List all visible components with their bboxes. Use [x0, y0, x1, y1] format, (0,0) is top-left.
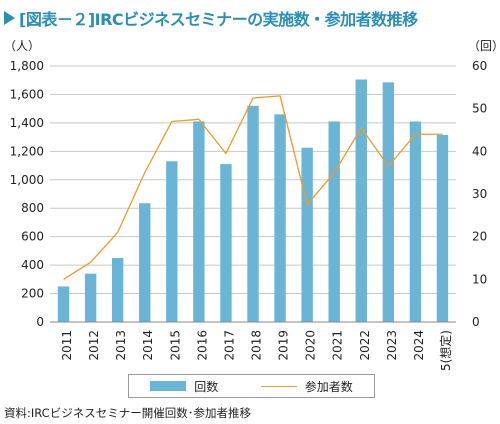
- bar-2018: [247, 105, 259, 322]
- legend-bar-swatch: [150, 381, 187, 391]
- bar-2014: [139, 203, 151, 322]
- bar-2022: [355, 79, 367, 322]
- x-tick-label: 2020: [304, 330, 318, 361]
- bar-2024: [409, 121, 422, 322]
- y-left-tick-label: 800: [21, 201, 44, 215]
- x-tick-label: 2014: [141, 330, 155, 361]
- bar-2011: [57, 286, 70, 322]
- y-left-tick-label: 1,800: [10, 59, 44, 73]
- x-tick-label: 2018: [250, 330, 264, 361]
- x-tick-label: 2011: [60, 330, 74, 361]
- source-note: 資料:IRCビジネスセミナー開催回数･参加者推移: [4, 406, 251, 420]
- y-right-tick-label: 50: [472, 102, 487, 116]
- legend-bar-label: 回数: [194, 379, 219, 394]
- bar-2017: [220, 164, 232, 322]
- y-left-tick-label: 1,400: [10, 116, 44, 130]
- x-tick-label: 2013: [114, 330, 128, 361]
- y-right-tick-label: 40: [472, 144, 487, 158]
- y-left-tick-label: 400: [21, 258, 44, 272]
- legend-line-label: 参加者数: [304, 379, 353, 394]
- bar-2020: [301, 147, 313, 322]
- y-right-tick-label: 60: [472, 59, 487, 73]
- x-tick-label: 2012: [87, 330, 101, 361]
- chart-title-text: [図表－２]IRCビジネスセミナーの実施数・参加者数推移: [19, 10, 418, 29]
- bar-2016: [193, 121, 205, 322]
- y-left-tick-label: 1,000: [10, 173, 44, 187]
- chart-area: 0 200 400 600 800 1,000 1,200 1,400 1,600 1,800 0 1…: [4, 39, 500, 372]
- y-right-tick-label: 0: [472, 315, 480, 329]
- bar-2019: [274, 114, 286, 322]
- x-tick-label: 2021: [331, 330, 345, 361]
- bar-2013: [111, 258, 124, 322]
- x-tick-label: 2015: [168, 330, 182, 361]
- participants-line: [63, 95, 443, 280]
- legend-item-bar: 回数: [150, 378, 218, 395]
- bar-2021: [328, 121, 340, 322]
- x-tick-label: 2024: [412, 330, 426, 361]
- legend-line-swatch: [260, 385, 297, 387]
- legend-item-line: 参加者数: [260, 378, 353, 395]
- y-left-tick-label: 1,200: [10, 144, 44, 158]
- title-triangle-icon: [4, 11, 15, 25]
- x-tick-label: 2016: [195, 330, 209, 361]
- bar-2015: [166, 161, 178, 322]
- y-right-tick-label: 30: [472, 187, 487, 201]
- y-left-axis-label: （人）: [4, 39, 40, 53]
- chart-title: [図表－２]IRCビジネスセミナーの実施数・参加者数推移: [4, 6, 418, 30]
- chart-legend: 回数 参加者数: [128, 374, 375, 398]
- y-left-tick-label: 600: [21, 230, 44, 244]
- bar-2023: [382, 82, 395, 322]
- bar-2025(想定): [436, 134, 449, 322]
- x-tick-label: 2022: [358, 330, 372, 361]
- x-tick-label: 2017: [222, 330, 236, 361]
- y-left-tick-label: 0: [36, 315, 44, 329]
- y-right-tick-label: 10: [472, 272, 487, 286]
- x-tick-label: 2019: [277, 330, 291, 361]
- y-right-tick-label: 20: [472, 230, 487, 244]
- y-left-tick-label: 200: [21, 287, 44, 301]
- bar-2012: [84, 273, 97, 322]
- y-right-axis-label: （回）: [468, 39, 500, 53]
- x-tick-label: 2025(想定): [438, 330, 453, 372]
- y-left-tick-label: 1,600: [10, 87, 44, 101]
- x-tick-label: 2023: [385, 330, 399, 361]
